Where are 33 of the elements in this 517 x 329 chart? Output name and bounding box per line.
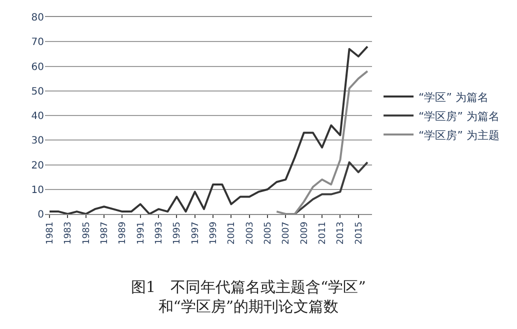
x-tick-label: 1993 — [154, 222, 164, 245]
x-tick-label: 1991 — [136, 222, 146, 245]
x-tick-label: 2003 — [245, 222, 256, 245]
y-tick-label: 80 — [31, 12, 44, 24]
line-series — [294, 161, 368, 214]
y-tick-label: 20 — [31, 160, 44, 172]
y-tick-label: 60 — [31, 62, 44, 73]
y-tick-label: 0 — [38, 210, 44, 220]
x-tick-label: 1987 — [100, 222, 110, 245]
x-tick-label: 2005 — [263, 222, 274, 245]
x-tick-label: 2013 — [336, 222, 346, 245]
line-series — [48, 46, 368, 214]
x-tick-label: 1989 — [118, 221, 128, 245]
x-tick-label: 1985 — [82, 222, 92, 245]
y-tick-label: 70 — [31, 37, 44, 48]
x-tick-label: 1995 — [172, 222, 183, 245]
legend-label: “学区房” 为主题 — [418, 128, 500, 142]
x-tick-label: 1999 — [208, 221, 219, 245]
y-tick-label: 10 — [31, 184, 44, 196]
x-tick-label: 2011 — [318, 222, 328, 245]
x-tick-label: 2015 — [354, 222, 364, 245]
x-tick-label: 2009 — [300, 221, 310, 245]
x-tick-label: 1997 — [190, 222, 201, 245]
text: 图1 不同年代篇名或主题含“学区” 和“学区房”的期刊论文篇数 — [131, 278, 366, 316]
x-tick-label: 2007 — [282, 222, 292, 245]
y-tick-label: 40 — [31, 111, 44, 122]
legend-label: “学区” 为篇名 — [418, 90, 488, 104]
x-tick-label: 1981 — [45, 222, 56, 245]
x-tick-label: 1983 — [64, 222, 74, 245]
legend-label: “学区房” 为篇名 — [418, 110, 500, 123]
x-tick-label: 2001 — [227, 222, 238, 245]
y-tick-label: 30 — [31, 136, 44, 147]
y-tick-label: 50 — [31, 86, 44, 98]
